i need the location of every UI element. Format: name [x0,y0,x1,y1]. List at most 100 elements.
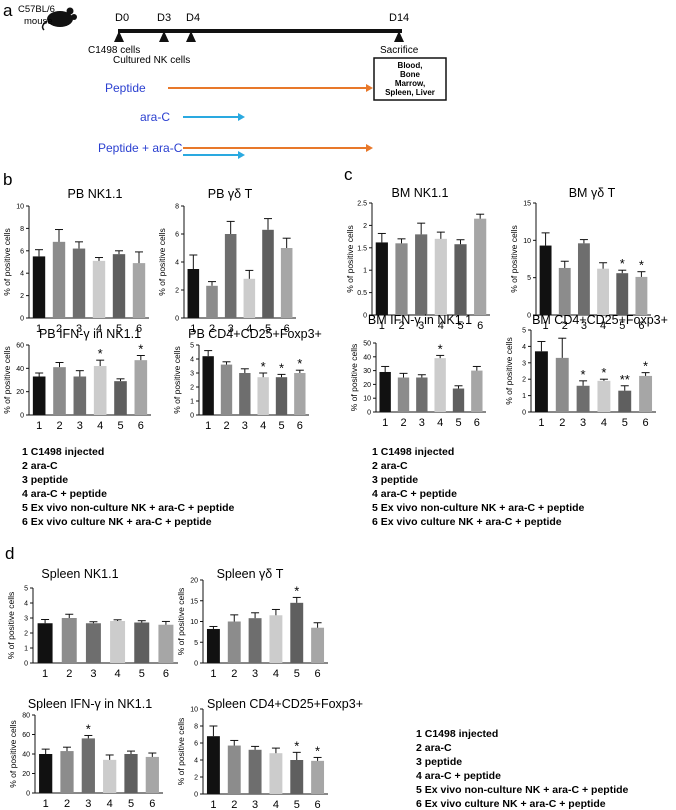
sp-nk11-bar [134,622,150,663]
bm-ifng-bar [452,388,465,412]
pb-ifng-bar [73,376,87,415]
pb-ifng-ytick-label: 60 [16,343,24,350]
pb-gdt-bar [262,229,274,318]
bm-gdt-xtick-label: 1 [543,320,549,332]
sp-treg-ytick-label: 2 [194,775,198,782]
bm-nk11-bar [474,218,487,315]
bm-ifng-xtick-label: 6 [474,417,480,429]
pb-treg-bar [275,377,288,415]
pb-nk11-ylabel: % of positive cells [2,228,12,296]
pb-treg-xtick-label: 4 [260,420,266,432]
sp-nk11-bar [158,624,174,663]
sp-nk11-ytick-label: 3 [24,616,28,623]
sp-treg-xtick-label: 4 [273,799,279,810]
pb-nk11-bar [132,263,146,318]
bm-treg-chart: BM CD4+CD25+Foxp3+ % of positive cells 0 1 2… [504,313,668,429]
pb-ifng-xtick-label: 5 [117,420,123,432]
pb-treg-significance-mark: * [261,359,266,374]
sp-treg-ytick-label: 8 [194,724,198,731]
bm-nk11-bar [395,243,408,315]
legend-d-item-5: 5 Ex vivo non-culture NK + ara-C + pepti… [416,784,629,796]
pb-ifng-bar [53,367,66,415]
pb-gdt-ytick-label: 6 [175,232,179,239]
sp-nk11-xtick-label: 1 [42,668,48,680]
sp-gdt-ylabel: % of positive cells [176,588,186,656]
arrow-combo-peptide-head [366,144,373,152]
sp-treg-xtick-label: 5 [294,799,300,810]
bm-ifng-bar [471,370,483,412]
sp-nk11-bar [110,621,126,663]
sp-treg-title: Spleen CD4+CD25+Foxp3+ [207,697,363,711]
sp-gdt-xtick-label: 5 [294,668,300,680]
bm-ifng-bar [416,377,428,412]
sp-treg-ylabel: % of positive cells [176,718,186,786]
pb-ifng-xtick-label: 4 [97,420,103,432]
pb-gdt-xtick-label: 2 [209,323,215,335]
bm-treg-ytick-label: 2 [522,377,526,384]
sp-gdt-significance-mark: * [294,583,299,598]
tick-d4-marker [186,31,196,42]
sp-gdt-xtick-label: 1 [210,668,216,680]
pb-nk11-bar [92,260,106,318]
sp-nk11-xtick-label: 3 [90,668,96,680]
sp-gdt-ytick-label: 15 [190,598,198,605]
bm-ifng-bar [434,358,446,412]
bm-nk11-xtick-label: 2 [398,320,404,332]
sp-gdt-xtick-label: 2 [231,668,237,680]
bm-treg-xtick-label: 1 [538,417,544,429]
bm-gdt-bar [635,276,648,315]
arrow-arac-head [238,113,245,121]
bm-nk11-xtick-label: 3 [418,320,424,332]
sp-treg-bar [269,753,283,794]
bm-treg-significance-mark: * [643,359,648,374]
sp-ifng-xtick-label: 6 [149,798,155,810]
pb-nk11-ytick-label: 10 [16,204,24,211]
mouse-label: mouse [24,16,53,27]
pb-treg-ytick-label: 0 [190,413,194,420]
pb-ifng-xtick-label: 3 [77,420,83,432]
sp-nk11-bar [61,618,77,663]
bm-nk11-ylabel: % of positive cells [345,225,355,293]
sp-gdt-chart: Spleen γδ T % of positive cells 0 5 10 15 20 1 2… [176,567,328,680]
pb-nk11-ytick-label: 2 [20,293,24,300]
legend-c-item-1: 1 C1498 injected [372,446,454,458]
bm-treg-xtick-label: 4 [601,417,607,429]
bm-nk11-bar [415,234,428,315]
day-label-d4: D4 [186,12,200,24]
bm-nk11-ytick-label: 2 [363,223,367,230]
bm-treg-ytick-label: 0 [522,410,526,417]
bm-ifng-bar [379,371,391,412]
pb-nk11-xtick-label: 3 [76,323,82,335]
sp-ifng-ytick-label: 40 [22,752,30,759]
legend-b-item-1: 1 C1498 injected [22,446,104,458]
bm-ifng-ytick-label: 0 [367,410,371,417]
legend-c-item-4: 4 ara-C + peptide [372,488,457,500]
bm-treg-significance-mark: * [601,365,606,380]
bm-gdt-ytick-label: 15 [523,201,531,208]
sp-treg-bar [248,749,262,794]
panel-label-b: b [3,170,12,189]
sp-treg-significance-mark: * [294,738,299,753]
sp-gdt-bar [311,627,325,663]
sp-gdt-title: Spleen γδ T [217,567,284,581]
bm-gdt-xtick-label: 6 [638,320,644,332]
pb-gdt-bar [280,248,293,318]
tissue-line-1: Blood, [398,61,423,70]
sp-nk11-xtick-label: 2 [66,668,72,680]
bm-ifng-xtick-label: 1 [382,417,388,429]
pb-treg-xtick-label: 3 [242,420,248,432]
pb-treg-significance-mark: * [297,356,302,371]
pb-ifng-ylabel: % of positive cells [2,346,12,414]
sp-nk11-ytick-label: 1 [24,646,28,653]
timeline-panel: C57BL/6 mouse D0 D3 D4 D14 C1498 cells C… [18,4,447,159]
bm-gdt-ytick-label: 5 [527,275,531,282]
sp-nk11-ytick-label: 5 [24,586,28,593]
pb-nk11-bar [72,248,86,318]
sp-ifng-bar [145,756,159,793]
legend-c: 1 C1498 injected 2 ara-C 3 peptide 4 ara… [372,446,585,528]
pb-treg-bar [220,364,233,415]
